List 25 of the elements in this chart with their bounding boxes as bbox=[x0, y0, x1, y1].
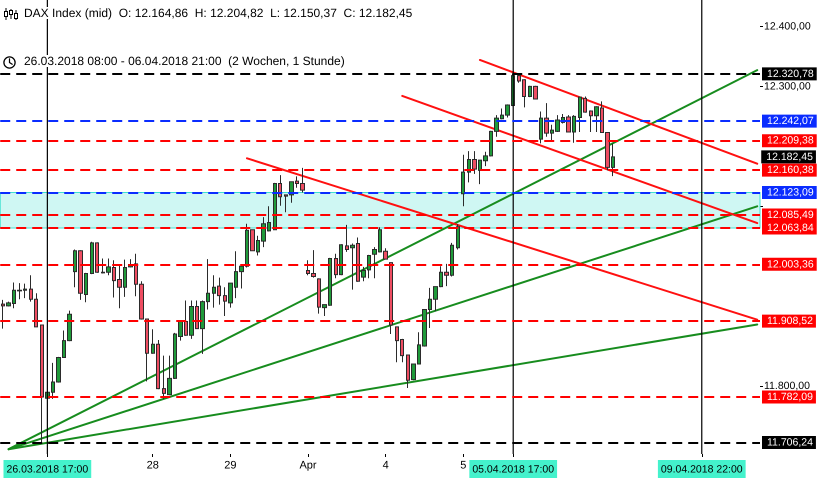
x-tick-label: 28 bbox=[146, 460, 159, 472]
x-tick-label: Apr bbox=[299, 460, 317, 472]
y-tick-label: 12.300,00 bbox=[764, 80, 811, 92]
ref-line-label: 12.063,84 bbox=[767, 222, 814, 234]
x-tick-label: 4 bbox=[382, 460, 389, 472]
ref-line-label: 11.908,52 bbox=[767, 315, 814, 328]
ref-line-label: 11.706,24 bbox=[767, 436, 814, 448]
text: DAX Index (mid) O: 12.164,86 H: 12.204,82 L: 12.150,37 C: 12.182,45 bbox=[24, 6, 413, 20]
y-tick-label: 11.800,00 bbox=[764, 380, 810, 392]
x-tick-label: 5 bbox=[460, 460, 466, 472]
ref-line-label: 12.160,38 bbox=[767, 164, 814, 176]
ref-line-label: 11.782,09 bbox=[767, 390, 814, 403]
ref-line-label: 12.242,07 bbox=[767, 115, 814, 128]
text: 26.03.2018 08:00 - 06.04.2018 21:00 (2 Wochen, 1 Stunde) bbox=[24, 54, 345, 68]
x-tick-label: 29 bbox=[224, 460, 236, 472]
ref-line-label: 12.123,09 bbox=[767, 186, 814, 198]
x-tick-label: 26.03.2018 17:00 bbox=[6, 464, 88, 476]
text: 12.182,45 bbox=[766, 150, 814, 163]
x-tick-label: 09.04.2018 22:00 bbox=[660, 464, 743, 476]
ref-line-label: 12.209,38 bbox=[767, 134, 814, 147]
x-tick-label: 05.04.2018 17:00 bbox=[472, 464, 554, 476]
ref-line-label: 12.085,49 bbox=[767, 209, 814, 222]
ref-line-label: 12.320,78 bbox=[767, 68, 814, 80]
y-tick-label: 12.400,00 bbox=[764, 20, 811, 32]
ref-line-label: 12.003,36 bbox=[767, 258, 814, 270]
